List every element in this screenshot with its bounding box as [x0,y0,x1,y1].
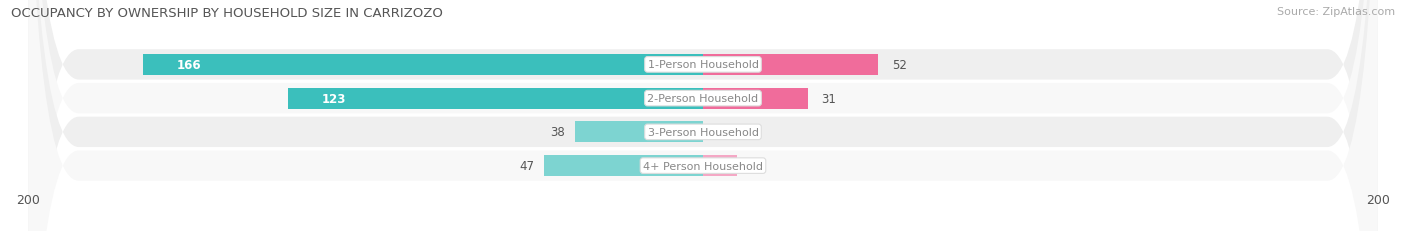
FancyBboxPatch shape [28,0,1378,231]
Bar [544,155,703,176]
Text: 38: 38 [550,126,565,139]
Text: 3-Person Household: 3-Person Household [648,127,758,137]
Bar [575,122,703,143]
Text: 166: 166 [177,59,201,72]
Text: OCCUPANCY BY OWNERSHIP BY HOUSEHOLD SIZE IN CARRIZOZO: OCCUPANCY BY OWNERSHIP BY HOUSEHOLD SIZE… [11,7,443,20]
FancyBboxPatch shape [28,0,1378,231]
Text: 52: 52 [891,59,907,72]
Text: 123: 123 [322,92,346,105]
Text: 10: 10 [751,159,765,172]
FancyBboxPatch shape [28,0,1378,231]
Text: 4+ Person Household: 4+ Person Household [643,161,763,171]
Text: 1-Person Household: 1-Person Household [648,60,758,70]
Bar [143,55,703,76]
Text: 2-Person Household: 2-Person Household [647,94,759,104]
Bar [703,55,879,76]
FancyBboxPatch shape [28,0,1378,231]
Text: Source: ZipAtlas.com: Source: ZipAtlas.com [1277,7,1395,17]
Text: 0: 0 [717,126,724,139]
Text: 31: 31 [821,92,837,105]
Bar [703,155,737,176]
Bar [288,88,703,109]
Text: 47: 47 [519,159,534,172]
Bar [703,88,807,109]
